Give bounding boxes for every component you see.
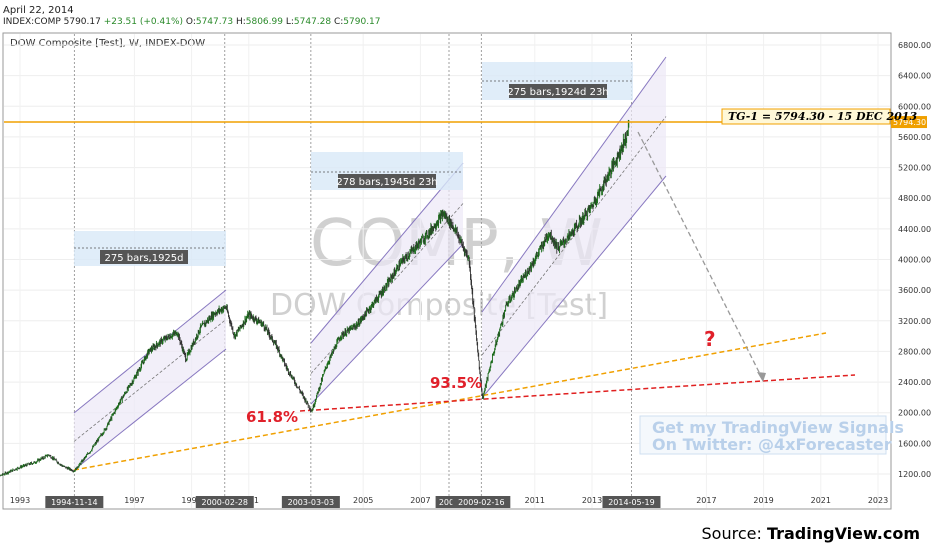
y-tick-label: 6000.00 bbox=[898, 102, 931, 111]
x-tick-label: 2023 bbox=[868, 496, 888, 505]
channel-upper bbox=[310, 162, 464, 344]
x-date-badge-label: 2014-05-19 bbox=[608, 498, 655, 507]
channel-upper bbox=[73, 289, 227, 414]
regression-channel bbox=[73, 289, 227, 471]
y-tick-label: 1200.00 bbox=[898, 470, 931, 479]
x-tick-label: 2005 bbox=[353, 496, 373, 505]
x-date-badge-label: 2000-02-28 bbox=[202, 498, 249, 507]
price-layer bbox=[0, 119, 630, 478]
y-tick-label: 2400.00 bbox=[898, 378, 931, 387]
y-tick-label: 1600.00 bbox=[898, 439, 931, 448]
promo-line2: On Twitter: @4xForecaster bbox=[652, 435, 892, 454]
y-tick-label: 2000.00 bbox=[898, 409, 931, 418]
x-tick-label: 2021 bbox=[811, 496, 831, 505]
y-tick-label: 4400.00 bbox=[898, 225, 931, 234]
range2-badge bbox=[338, 174, 436, 188]
target-label: TG-1 = 5794.30 - 15 DEC 2013 bbox=[728, 110, 917, 123]
header-date: April 22, 2014 bbox=[3, 5, 74, 16]
x-tick-label: 1999 bbox=[181, 496, 201, 505]
x-tick-label: 2017 bbox=[696, 496, 716, 505]
trendline-layer bbox=[73, 131, 856, 471]
question-mark: ? bbox=[704, 327, 716, 351]
x-tick-label: 2019 bbox=[753, 496, 773, 505]
y-tick-label: 5200.00 bbox=[898, 164, 931, 173]
y-tick-label: 4800.00 bbox=[898, 194, 931, 203]
range3-badge bbox=[509, 84, 607, 98]
source-credit: Source: TradingView.com bbox=[702, 524, 920, 543]
y-axis: 1200.00 1600.00 2000.00 2400.00 2800.00 3200.… bbox=[898, 41, 931, 479]
pct-618-label: 61.8% bbox=[246, 408, 298, 426]
channel-upper bbox=[481, 56, 667, 313]
trendline-red bbox=[299, 374, 856, 412]
range2-label: 278 bars,1945d 23h bbox=[336, 177, 437, 188]
x-date-badge bbox=[602, 496, 661, 508]
pct-935-label: 93.5% bbox=[430, 374, 482, 392]
change-value: +23.51 (+0.41%) bbox=[104, 17, 183, 27]
channel-mid bbox=[73, 319, 227, 442]
x-date-badge-label: 2003-03-03 bbox=[288, 498, 335, 507]
channel-lower bbox=[73, 348, 227, 471]
channel-lower bbox=[310, 243, 464, 405]
target-price-badge bbox=[891, 116, 927, 129]
x-date-badge-label: 2009-02-16 bbox=[458, 498, 505, 507]
x-tick-label: 1993 bbox=[10, 496, 30, 505]
x-date-badge bbox=[452, 496, 511, 508]
channel-lower bbox=[481, 175, 667, 399]
ohlc-readout: INDEX:COMP 5790.17 +23.51 (+0.41%) O:574… bbox=[3, 17, 381, 27]
projection-arrow bbox=[637, 131, 764, 381]
range1-badge bbox=[100, 250, 188, 264]
chart-title: DOW Composite [Test], W, INDEX-DOW bbox=[10, 38, 205, 49]
x-date-badge bbox=[45, 496, 104, 508]
x-date-badge-label: 2008 bbox=[439, 498, 459, 507]
promo-line1: Get my TradingView Signals bbox=[652, 418, 904, 437]
y-tick-label: 3600.00 bbox=[898, 286, 931, 295]
y-tick-label: 5600.00 bbox=[898, 133, 931, 142]
range1-label: 275 bars,1925d bbox=[104, 253, 183, 264]
x-date-badge bbox=[195, 496, 254, 508]
y-tick-label: 6400.00 bbox=[898, 72, 931, 81]
x-tick-label: 1997 bbox=[124, 496, 144, 505]
channel-mid bbox=[310, 203, 464, 374]
trendline-orange bbox=[73, 332, 827, 471]
x-date-badge bbox=[281, 496, 340, 508]
y-tick-label: 6800.00 bbox=[898, 41, 931, 50]
y-tick-label: 3200.00 bbox=[898, 317, 931, 326]
x-tick-label: 2011 bbox=[525, 496, 545, 505]
y-tick-label: 2800.00 bbox=[898, 347, 931, 356]
target-price-label: 5794.30 bbox=[893, 118, 926, 127]
range3-label: 275 bars,1924d 23h bbox=[507, 87, 608, 98]
symbol-price: INDEX:COMP 5790.17 bbox=[3, 17, 104, 27]
promo-box bbox=[639, 415, 887, 455]
x-axis: 1993199719992001200520072011201320172019… bbox=[10, 496, 888, 508]
x-date-badge-label: 1994-11-14 bbox=[51, 498, 98, 507]
projection-arrowhead bbox=[757, 372, 766, 382]
y-tick-label: 4000.00 bbox=[898, 256, 931, 265]
x-tick-label: 2007 bbox=[410, 496, 430, 505]
x-tick-label: 2013 bbox=[582, 496, 602, 505]
target-label-box bbox=[721, 108, 891, 125]
